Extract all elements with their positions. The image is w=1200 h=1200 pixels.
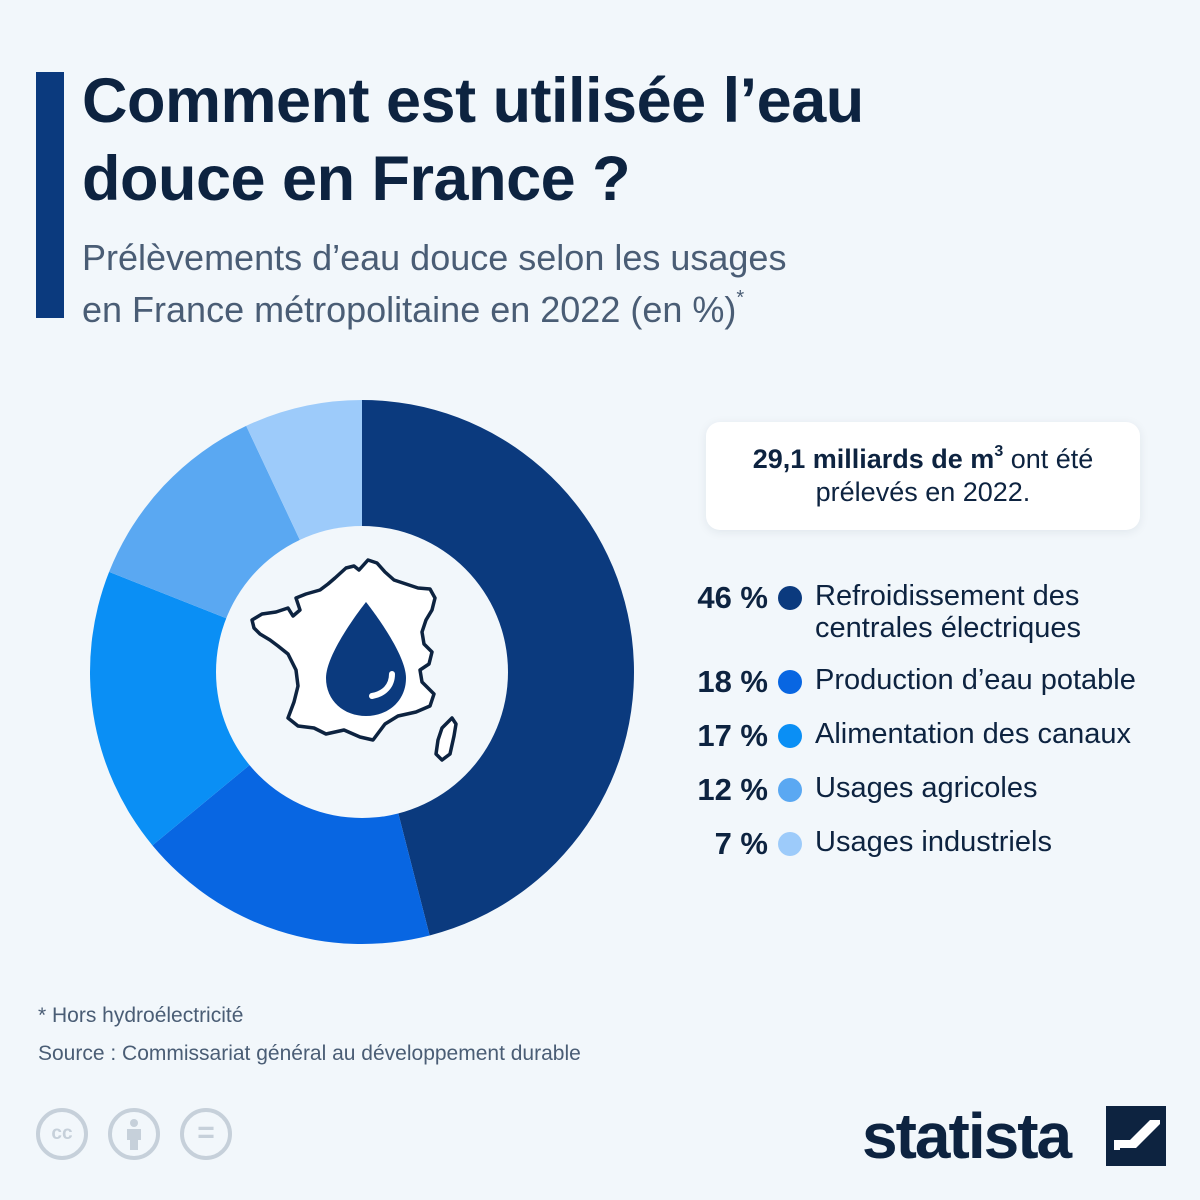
- france-water-drop-icon: [250, 558, 458, 762]
- cc-icon[interactable]: cc: [36, 1108, 88, 1160]
- legend-label: Usages industriels: [815, 826, 1052, 858]
- legend-dot-icon: [778, 724, 802, 748]
- no-derivatives-icon[interactable]: =: [180, 1108, 232, 1160]
- legend-value-label: 12 %: [697, 772, 768, 807]
- title-line-2: douce en France ?: [82, 144, 631, 214]
- legend-label: Refroidissement des centrales électriques: [815, 580, 1081, 644]
- legend-value-label: 46 %: [697, 580, 768, 615]
- title-accent-bar: [36, 72, 64, 318]
- subtitle-line-2: en France métropolitaine en 2022 (en %): [82, 289, 737, 330]
- water-drop-highlight: [369, 671, 395, 699]
- legend-value-label: 18 %: [697, 664, 768, 699]
- page-title: Comment est utilisée l’eau douce en Fran…: [82, 62, 1082, 218]
- statista-logo-icon: [1106, 1106, 1166, 1166]
- subtitle-footnote-mark: *: [736, 287, 745, 309]
- legend-dot-icon: [778, 832, 802, 856]
- footnote: * Hors hydroélectricité: [38, 1004, 244, 1027]
- legend-value-label: 17 %: [697, 718, 768, 753]
- title-line-1: Comment est utilisée l’eau: [82, 66, 864, 136]
- total-volume-callout: 29,1 milliards de m3 ont été prélevés en…: [706, 422, 1140, 530]
- callout-text-line-1: ont été: [1003, 444, 1094, 474]
- attribution-icon[interactable]: [108, 1108, 160, 1160]
- source-link[interactable]: Source : Commissariat général au dévelop…: [38, 1042, 581, 1065]
- legend-dot-icon: [778, 778, 802, 802]
- callout-bold-text: 29,1 milliards de m3: [752, 443, 1004, 475]
- legend-label: Production d’eau potable: [815, 664, 1136, 696]
- logo-wordmark: statista: [862, 1100, 1072, 1172]
- page-subtitle: Prélèvements d’eau douce selon les usage…: [82, 232, 1042, 336]
- legend-dot-icon: [778, 586, 802, 610]
- subtitle-line-1: Prélèvements d’eau douce selon les usage…: [82, 237, 787, 278]
- corsica-island-icon: [434, 716, 458, 762]
- callout-text-line-2: prélevés en 2022.: [815, 477, 1031, 507]
- donut-chart: [90, 400, 634, 944]
- legend-label: Usages agricoles: [815, 772, 1038, 804]
- legend-value-label: 7 %: [714, 826, 768, 861]
- legend-label: Alimentation des canaux: [815, 718, 1131, 750]
- legend-dot-icon: [778, 670, 802, 694]
- statista-logo[interactable]: statista: [862, 1096, 1172, 1176]
